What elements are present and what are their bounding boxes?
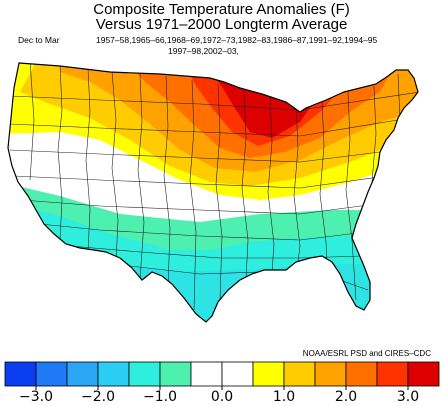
colorbar-tick-label: 2.0	[334, 389, 358, 405]
colorbar-swatch	[345, 361, 378, 387]
anomaly-fill	[8, 63, 418, 322]
colorbar-tick-label: 1.0	[272, 389, 296, 405]
colorbar-swatch	[4, 361, 37, 387]
colorbar-swatch	[97, 361, 130, 387]
us-anomaly-map	[7, 62, 419, 323]
colorbar-swatch	[159, 361, 192, 387]
colorbar-tick-label: −2.0	[81, 389, 115, 405]
colorbar-tick-label: 0.0	[210, 389, 234, 405]
colorbar-swatch	[376, 361, 409, 387]
chart-title-line-2: Versus 1971–2000 Longterm Average	[95, 16, 348, 33]
data-credit: NOAA/ESRL PSD and CIRES–CDC	[302, 349, 431, 358]
colorbar-swatch	[407, 361, 440, 387]
season-label: Dec to Mar	[18, 35, 60, 45]
colorbar	[4, 361, 440, 390]
colorbar-swatch	[66, 361, 99, 387]
colorbar-swatch	[35, 361, 68, 387]
colorbar-swatch	[314, 361, 347, 387]
colorbar-tick-label: 3.0	[396, 389, 420, 405]
colorbar-tick-label: −3.0	[19, 389, 53, 405]
colorbar-swatch	[252, 361, 285, 387]
colorbar-swatch	[190, 361, 223, 387]
colorbar-swatch	[283, 361, 316, 387]
years-list-line-1: 1957–58,1965–66,1968–69,1972–73,1982–83,…	[96, 35, 378, 45]
colorbar-swatch	[128, 361, 161, 387]
chart-title-line-1: Composite Temperature Anomalies (F)	[93, 1, 350, 18]
colorbar-tick-label: −1.0	[143, 389, 177, 405]
years-list-line-2: 1997–98,2002–03,	[168, 46, 239, 56]
colorbar-swatch	[221, 361, 254, 387]
